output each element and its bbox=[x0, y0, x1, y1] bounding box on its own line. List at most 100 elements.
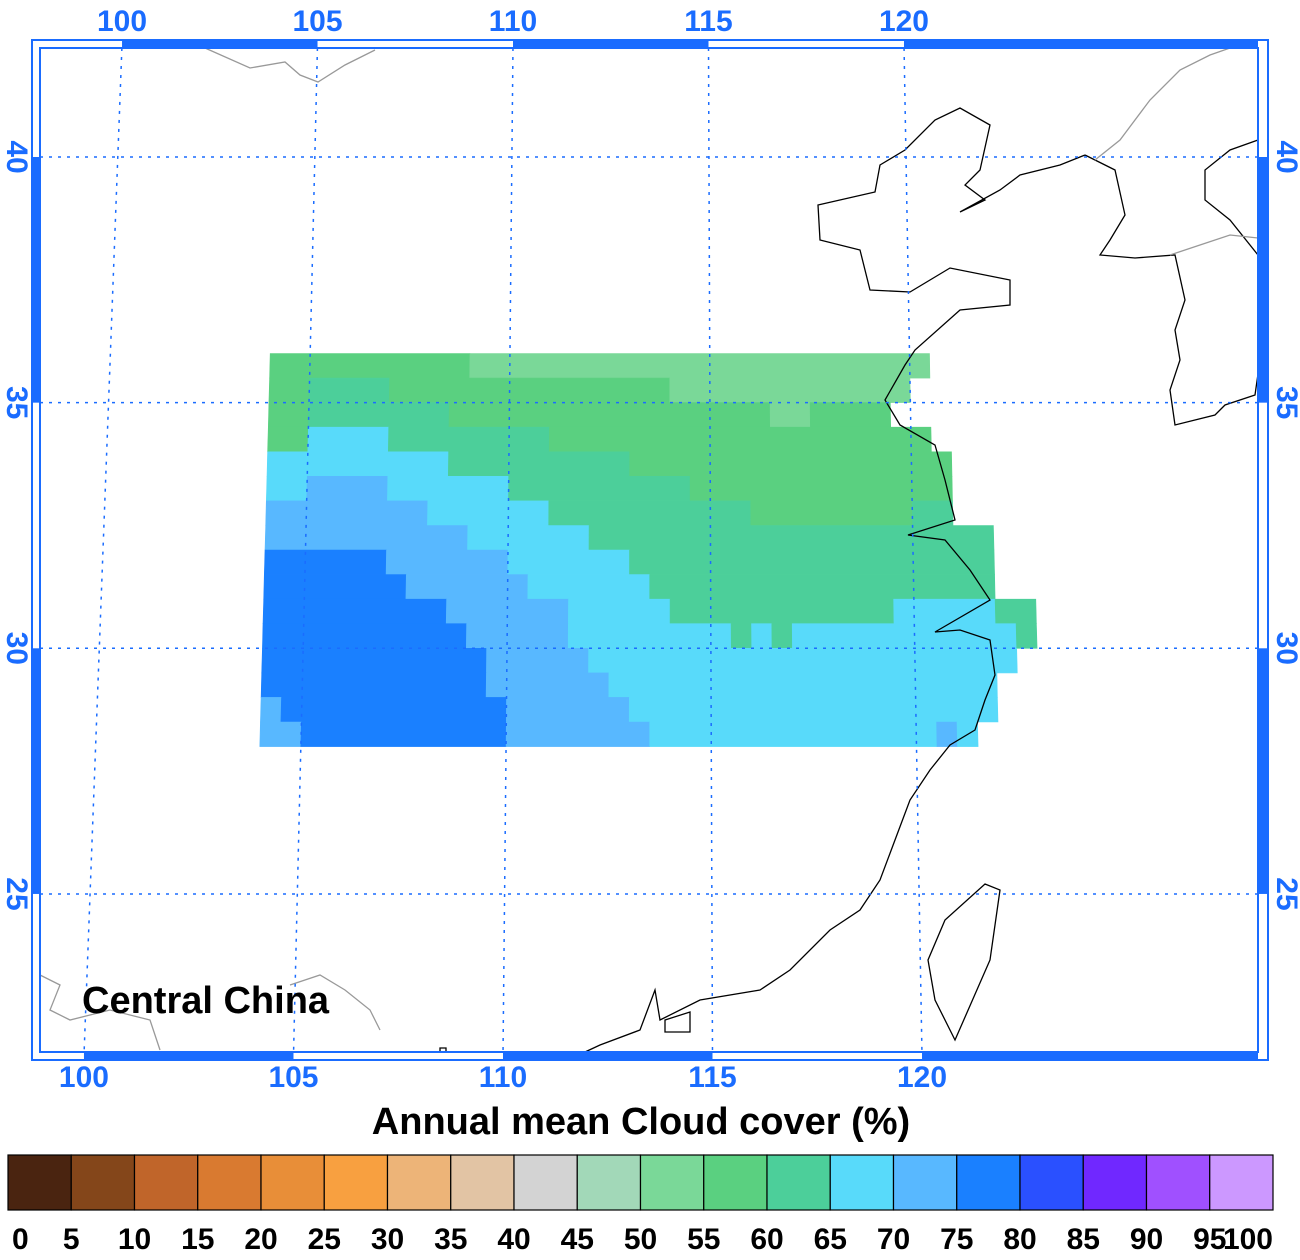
colorbar-label: 25 bbox=[308, 1223, 341, 1256]
colorbar-label: 0 bbox=[12, 1223, 29, 1256]
field-cell bbox=[259, 721, 302, 747]
field-cell bbox=[280, 697, 507, 723]
colorbar-label: 45 bbox=[561, 1223, 594, 1256]
top-tick-label: 115 bbox=[684, 5, 732, 38]
colorbar-label: 90 bbox=[1130, 1223, 1163, 1256]
field-cell bbox=[265, 475, 308, 502]
colorbar-label: 95 bbox=[1193, 1223, 1226, 1256]
top-tick-label: 105 bbox=[292, 5, 342, 38]
colorbar-box bbox=[197, 1154, 262, 1211]
colorbar-box bbox=[323, 1154, 389, 1211]
right-tick-label: 40 bbox=[1270, 140, 1300, 173]
colorbar-box bbox=[703, 1154, 768, 1211]
bottom-border-bar bbox=[922, 1052, 1258, 1060]
field-cell bbox=[262, 598, 447, 625]
colorbar-label: 55 bbox=[687, 1223, 720, 1256]
right-border-bar bbox=[1258, 648, 1268, 894]
field-cell bbox=[893, 598, 997, 625]
colorbar-label: 80 bbox=[1003, 1223, 1036, 1256]
field-cell bbox=[269, 353, 471, 379]
colorbar-label: 30 bbox=[371, 1223, 404, 1256]
colorbar-label: 15 bbox=[181, 1223, 214, 1256]
field-cell bbox=[505, 697, 630, 723]
colorbar-box bbox=[450, 1154, 515, 1211]
field-cell bbox=[750, 500, 913, 526]
field-cell bbox=[268, 377, 310, 403]
field-cell bbox=[1015, 623, 1038, 649]
colorbar-box bbox=[766, 1154, 831, 1211]
colorbar: 0 5 10 15 20 25 30 35 40 45 50 55 60 65 70 75 80 85 90 9510… bbox=[7, 1154, 1274, 1256]
field-cell bbox=[469, 353, 931, 379]
korea-coast bbox=[1084, 154, 1261, 426]
field-cell bbox=[385, 549, 509, 575]
left-tick-label: 35 bbox=[0, 386, 33, 419]
colorbar-box bbox=[1209, 1154, 1274, 1211]
bottom-tick-label: 105 bbox=[268, 1061, 318, 1094]
colorbar-box bbox=[260, 1154, 325, 1211]
field-cell bbox=[307, 426, 390, 453]
left-tick-label: 25 bbox=[0, 877, 33, 910]
top-tick-label: 110 bbox=[489, 5, 537, 38]
field-cell bbox=[669, 377, 911, 403]
field-cell bbox=[669, 598, 895, 625]
lon-grid-line bbox=[83, 47, 123, 1053]
colorbar-box bbox=[7, 1154, 72, 1211]
field-cell bbox=[448, 402, 771, 428]
colorbar-label: 85 bbox=[1067, 1223, 1100, 1256]
graticule bbox=[40, 47, 1258, 1053]
field-cell bbox=[548, 500, 752, 526]
colorbar-label: 50 bbox=[624, 1223, 657, 1256]
colorbar-label: 20 bbox=[244, 1223, 277, 1256]
korea-north-coast bbox=[1204, 139, 1259, 256]
china-coast bbox=[584, 107, 1086, 1053]
field-cell bbox=[608, 672, 998, 698]
left-border-bar bbox=[32, 157, 40, 403]
colorbar-label: 65 bbox=[814, 1223, 847, 1256]
field-cell bbox=[300, 721, 507, 747]
colorbar-box bbox=[892, 1154, 958, 1211]
colorbar-box bbox=[513, 1154, 578, 1211]
field-cell bbox=[427, 500, 550, 526]
left-border-bar bbox=[32, 648, 40, 894]
bottom-tick-label: 115 bbox=[688, 1061, 736, 1094]
left-tick-label: 40 bbox=[0, 140, 33, 173]
field-cell bbox=[260, 672, 487, 698]
field-cell bbox=[306, 475, 389, 502]
bottom-border-bar bbox=[502, 1052, 713, 1060]
field-cell bbox=[730, 623, 753, 649]
field-cell bbox=[689, 475, 953, 502]
field-cell bbox=[485, 672, 610, 698]
field-cell bbox=[267, 402, 310, 428]
colorbar-box bbox=[386, 1154, 452, 1211]
field-cell bbox=[649, 721, 938, 747]
top-border-bar bbox=[513, 40, 709, 48]
border-ticks bbox=[32, 40, 1268, 1060]
field-cell bbox=[567, 598, 671, 625]
field-cell bbox=[486, 647, 589, 674]
colorbar-box bbox=[1019, 1154, 1084, 1211]
taiwan-coast bbox=[927, 883, 1001, 1042]
field-cell bbox=[548, 426, 932, 453]
field-cell bbox=[447, 451, 631, 477]
field-cell bbox=[263, 574, 407, 600]
bottom-tick-label: 110 bbox=[479, 1061, 527, 1094]
field-cell bbox=[266, 451, 449, 477]
left-tick-label: 30 bbox=[0, 632, 33, 665]
field-cell bbox=[567, 623, 732, 649]
field-cell bbox=[791, 623, 1018, 649]
colorbar-label: 40 bbox=[497, 1223, 530, 1256]
top-border-bar bbox=[903, 40, 1258, 48]
field-cell bbox=[445, 598, 569, 625]
colorbar-label: 60 bbox=[750, 1223, 783, 1256]
colorbar-label: 75 bbox=[940, 1223, 973, 1256]
field-cell bbox=[527, 574, 651, 600]
top-tick-label: 120 bbox=[879, 5, 929, 38]
border-line bbox=[39, 47, 1259, 1051]
field-cell bbox=[628, 697, 999, 723]
colorbar-box bbox=[639, 1154, 705, 1211]
colorbar-label: 35 bbox=[434, 1223, 467, 1256]
field-cell bbox=[388, 377, 671, 403]
right-tick-label: 25 bbox=[1270, 877, 1300, 910]
region-label: Central China bbox=[82, 980, 330, 1022]
